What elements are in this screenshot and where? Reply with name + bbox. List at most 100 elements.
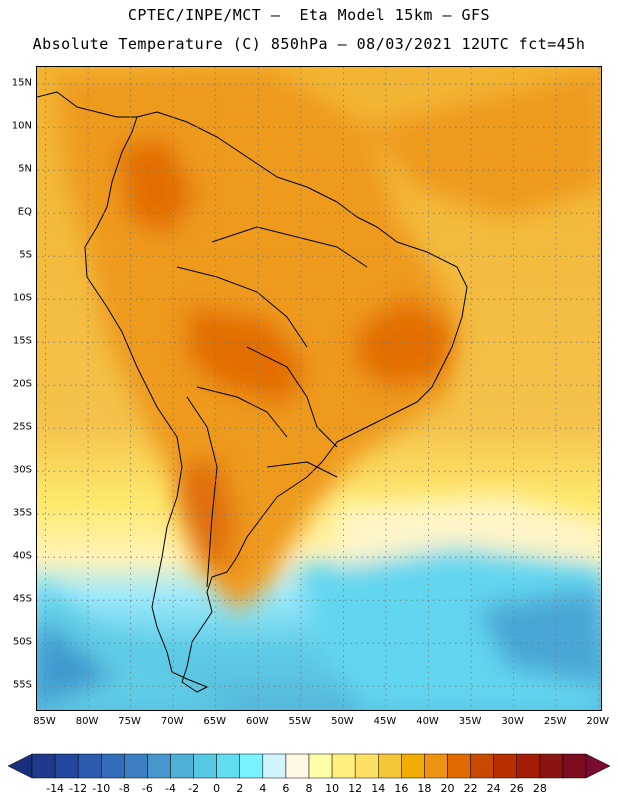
lon-label-0: 85W [33,716,56,727]
map-canvas [37,67,601,710]
colorbar-over-arrow [585,753,611,779]
colorbar-label-20: 26 [509,782,524,795]
land-outline [37,91,468,693]
lat-label-0: 15N [11,77,32,89]
colorbar-label-11: 8 [305,782,313,795]
lat-label-12: 45S [12,593,32,605]
colorbar-label-16: 18 [417,782,432,795]
colorbar-label-9: 4 [259,782,267,795]
south-america-coastline [84,111,468,693]
colorbar-label-5: -4 [165,782,176,795]
lon-label-3: 70W [160,716,184,727]
colorbar-label-2: -10 [92,782,111,795]
lat-label-10: 35S [12,507,32,519]
lon-label-10: 35W [458,716,482,727]
colorbar-swatch-4 [124,753,148,779]
colorbar-label-7: 0 [213,782,221,795]
colorbar-swatch-10 [262,753,287,779]
field-zone-22c-south [177,457,237,577]
lon-label-12: 25W [543,716,567,727]
colorbar-swatch-23 [562,753,587,779]
colorbar-label-19: 24 [486,782,501,795]
colorbar-label-6: -2 [188,782,200,795]
temperature-field [37,67,601,710]
country-border-3 [246,346,338,448]
colorbar-label-10: 6 [282,782,290,795]
lat-label-14: 55S [12,679,32,691]
lat-label-6: 15S [12,335,32,347]
colorbar-label-4: -6 [141,782,153,795]
colorbar-swatch-3 [101,753,125,779]
colorbar-label-15: 16 [394,782,409,795]
lat-label-7: 20S [12,378,32,390]
country-border-1 [211,226,368,268]
lon-label-5: 60W [245,716,269,727]
colorbar-label-18: 22 [463,782,478,795]
lat-label-13: 50S [12,636,32,648]
colorbar-label-17: 20 [440,782,455,795]
country-border-6 [186,396,218,588]
field-zone-22c-central [187,307,307,407]
colorbar-swatch-2 [77,753,102,779]
colorbar-label-0: -14 [46,782,65,795]
colorbar-swatch-11 [285,753,310,779]
colorbar-swatch-12 [308,753,333,779]
country-border-4 [196,386,288,438]
central-america-coastline [37,91,137,118]
colorbar-swatch-15 [378,753,402,779]
lat-label-9: 30S [12,464,32,476]
lat-label-11: 40S [12,550,32,562]
colorbar-label-8: 2 [236,782,244,795]
colorbar-swatch-18 [447,753,471,779]
field-zone-22c-north [117,137,197,237]
colorbar-label-13: 12 [348,782,363,795]
lon-label-2: 75W [118,716,141,727]
lon-label-8: 45W [373,716,397,727]
field-zone-20c-ne [367,67,601,217]
lat-label-1: 10N [11,120,32,132]
colorbar-swatch-7 [193,753,217,779]
colorbar-swatch-17 [424,753,448,779]
colorbar-label-21: 28 [532,782,547,795]
lon-label-9: 40W [416,716,439,727]
gridlines [37,67,601,710]
lat-label-2: 5N [18,163,32,175]
lon-label-7: 50W [331,716,354,727]
colorbar-swatch-13 [331,753,356,779]
country-border-2 [176,266,308,348]
colorbar-swatch-5 [147,753,171,779]
lon-label-13: 20W [586,716,610,727]
colorbar [7,753,611,779]
lat-label-4: 5S [19,249,32,261]
colorbar-swatch-1 [54,753,79,779]
field-zone-cold-atlantic-east [477,587,601,687]
colorbar-swatch-14 [354,753,379,779]
colorbar-label-12: 10 [325,782,340,795]
field-zone-coldest [37,617,117,707]
lon-label-6: 55W [288,716,312,727]
lon-label-1: 80W [75,716,99,727]
colorbar-swatch-8 [216,753,241,779]
title-line-2: Absolute Temperature (C) 850hPa – 08/03/… [32,35,586,53]
lon-label-4: 65W [203,716,227,727]
colorbar-label-14: 14 [371,782,386,795]
country-border-5 [266,461,338,478]
lon-label-11: 30W [501,716,524,727]
lat-label-3: EQ [17,206,32,218]
colorbar-swatch-21 [516,753,541,779]
colorbar-swatch-9 [239,753,264,779]
colorbar-label-1: -12 [69,782,88,795]
lat-label-8: 25S [12,421,32,433]
colorbar-swatch-0 [31,753,56,779]
colorbar-label-3: -8 [118,782,130,795]
lat-label-5: 10S [12,292,32,304]
colorbar-swatch-22 [539,753,564,779]
colorbar-under-arrow [7,753,33,779]
colorbar-swatch-6 [170,753,194,779]
colorbar-swatch-20 [493,753,517,779]
colorbar-swatch-16 [401,753,425,779]
title-line-1: CPTEC/INPE/MCT – Eta Model 15km – GFS [127,6,491,24]
field-zone-mild-band [337,497,601,567]
colorbar-swatch-19 [470,753,494,779]
temperature-map [36,66,602,711]
